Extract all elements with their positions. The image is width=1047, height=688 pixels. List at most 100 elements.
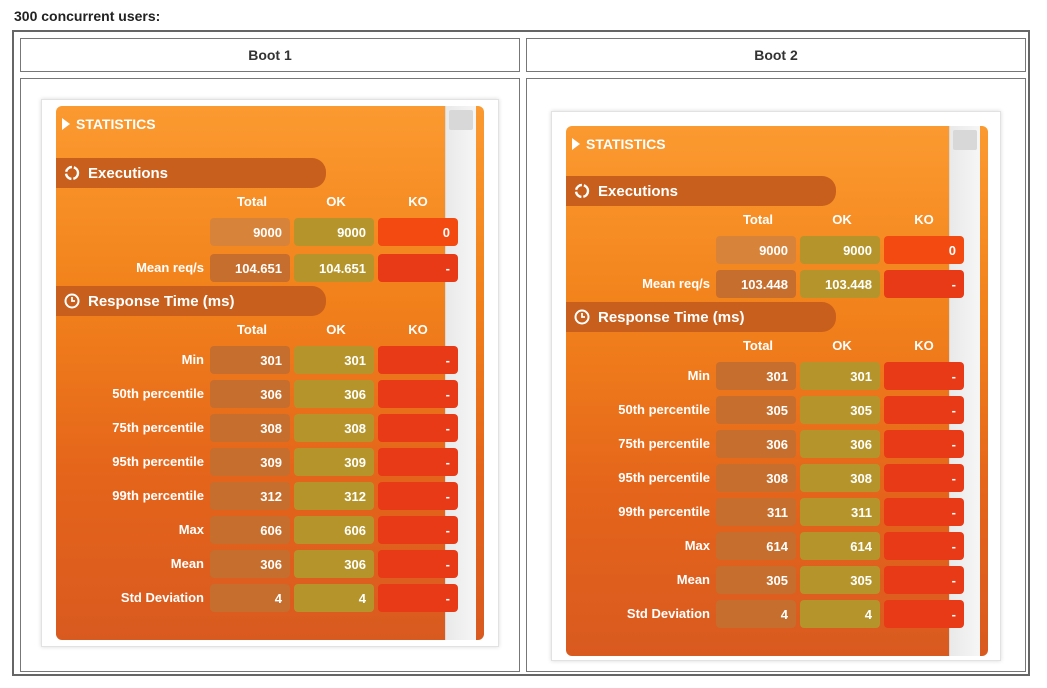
response-total-value: 4: [716, 600, 796, 628]
clock-icon: [64, 293, 80, 309]
response-total-value: 305: [716, 566, 796, 594]
response-row-label: Mean: [170, 556, 204, 571]
response-ko-value: -: [884, 600, 964, 628]
column-header-boot1: Boot 1: [20, 38, 520, 72]
resp-ko-header: KO: [914, 338, 934, 353]
executions-label: Executions: [598, 182, 679, 200]
response-ok-value: 311: [800, 498, 880, 526]
exec-total-value: 9000: [210, 218, 290, 246]
response-ok-value: 301: [800, 362, 880, 390]
exec-ko-value: 0: [884, 236, 964, 264]
boot2-statistics-title[interactable]: STATISTICS: [572, 136, 666, 152]
response-ko-value: -: [884, 532, 964, 560]
response-ko-value: -: [884, 566, 964, 594]
resp-total-header: Total: [236, 322, 268, 337]
expand-triangle-icon: [62, 118, 70, 130]
response-ok-value: 309: [294, 448, 374, 476]
response-ok-value: 305: [800, 566, 880, 594]
executions-label: Executions: [88, 164, 169, 182]
boot1-executions-section: Executions: [56, 158, 326, 188]
response-ko-value: -: [378, 550, 458, 578]
exec-total-header: Total: [742, 212, 774, 227]
response-total-value: 614: [716, 532, 796, 560]
resp-ko-header: KO: [408, 322, 428, 337]
boot1-stats-card: STATISTICS Executions Total OK KO 9000 9…: [41, 99, 499, 647]
response-total-value: 301: [716, 362, 796, 390]
response-total-value: 301: [210, 346, 290, 374]
exec-ok-value: 9000: [294, 218, 374, 246]
response-row-label: 50th percentile: [112, 386, 204, 401]
response-row-label: 50th percentile: [618, 402, 710, 417]
expand-triangle-icon: [572, 138, 580, 150]
response-total-value: 306: [210, 380, 290, 408]
response-total-value: 312: [210, 482, 290, 510]
response-ok-value: 308: [294, 414, 374, 442]
response-ok-value: 4: [800, 600, 880, 628]
response-total-value: 308: [716, 464, 796, 492]
response-row-label: Std Deviation: [626, 606, 710, 621]
response-ko-value: -: [884, 498, 964, 526]
mean-reqs-label: Mean req/s: [642, 276, 710, 291]
boot1-cell: STATISTICS Executions Total OK KO 9000 9…: [20, 78, 520, 672]
response-ok-value: 308: [800, 464, 880, 492]
response-ok-value: 305: [800, 396, 880, 424]
mean-reqs-label: Mean req/s: [136, 260, 204, 275]
response-ko-value: -: [378, 380, 458, 408]
exec-total-header: Total: [236, 194, 268, 209]
exec-ok-header: OK: [326, 194, 346, 209]
response-ko-value: -: [884, 464, 964, 492]
response-ok-value: 4: [294, 584, 374, 612]
mean-reqs-ko: -: [378, 254, 458, 282]
response-row-label: 95th percentile: [112, 454, 204, 469]
refresh-icon: [574, 183, 590, 199]
comparison-table: Boot 1 Boot 2 STATISTICS Executions Tota…: [12, 30, 1030, 676]
exec-ok-header: OK: [832, 212, 852, 227]
response-row-label: Min: [687, 368, 710, 383]
response-ok-value: 301: [294, 346, 374, 374]
boot1-statistics-title[interactable]: STATISTICS: [62, 116, 156, 132]
exec-ko-header: KO: [408, 194, 428, 209]
boot2-stats-panel: STATISTICS Executions Total OK KO 9000 9…: [566, 126, 988, 656]
response-row-label: Std Deviation: [120, 590, 204, 605]
response-row-label: Min: [181, 352, 204, 367]
column-header-boot2: Boot 2: [526, 38, 1026, 72]
mean-reqs-ko: -: [884, 270, 964, 298]
response-row-label: Max: [178, 522, 204, 537]
response-ko-value: -: [378, 584, 458, 612]
boot2-executions-section: Executions: [566, 176, 836, 206]
boot2-stats-card: STATISTICS Executions Total OK KO 9000 9…: [551, 111, 1001, 661]
response-row-label: 75th percentile: [112, 420, 204, 435]
response-ko-value: -: [884, 362, 964, 390]
response-ko-value: -: [378, 448, 458, 476]
response-ko-value: -: [884, 396, 964, 424]
exec-ok-value: 9000: [800, 236, 880, 264]
response-row-label: 75th percentile: [618, 436, 710, 451]
response-total-value: 308: [210, 414, 290, 442]
statistics-label: STATISTICS: [586, 136, 666, 152]
response-total-value: 305: [716, 396, 796, 424]
response-total-value: 606: [210, 516, 290, 544]
response-total-value: 311: [716, 498, 796, 526]
response-total-value: 306: [716, 430, 796, 458]
resp-ok-header: OK: [832, 338, 852, 353]
boot2-response-time-section: Response Time (ms): [566, 302, 836, 332]
response-row-label: Max: [684, 538, 710, 553]
exec-ko-header: KO: [914, 212, 934, 227]
response-row-label: 95th percentile: [618, 470, 710, 485]
boot1-stats-panel: STATISTICS Executions Total OK KO 9000 9…: [56, 106, 484, 640]
mean-reqs-ok: 104.651: [294, 254, 374, 282]
response-ko-value: -: [378, 414, 458, 442]
refresh-icon: [64, 165, 80, 181]
response-ko-value: -: [378, 346, 458, 374]
mean-reqs-total: 103.448: [716, 270, 796, 298]
response-ok-value: 306: [294, 550, 374, 578]
response-ok-value: 606: [294, 516, 374, 544]
boot2-scroll-thumb[interactable]: [953, 130, 977, 150]
response-time-label: Response Time (ms): [598, 308, 745, 326]
boot1-scroll-thumb[interactable]: [449, 110, 473, 130]
mean-reqs-total: 104.651: [210, 254, 290, 282]
page-heading: 300 concurrent users:: [14, 8, 161, 24]
response-total-value: 306: [210, 550, 290, 578]
resp-ok-header: OK: [326, 322, 346, 337]
response-ok-value: 306: [294, 380, 374, 408]
